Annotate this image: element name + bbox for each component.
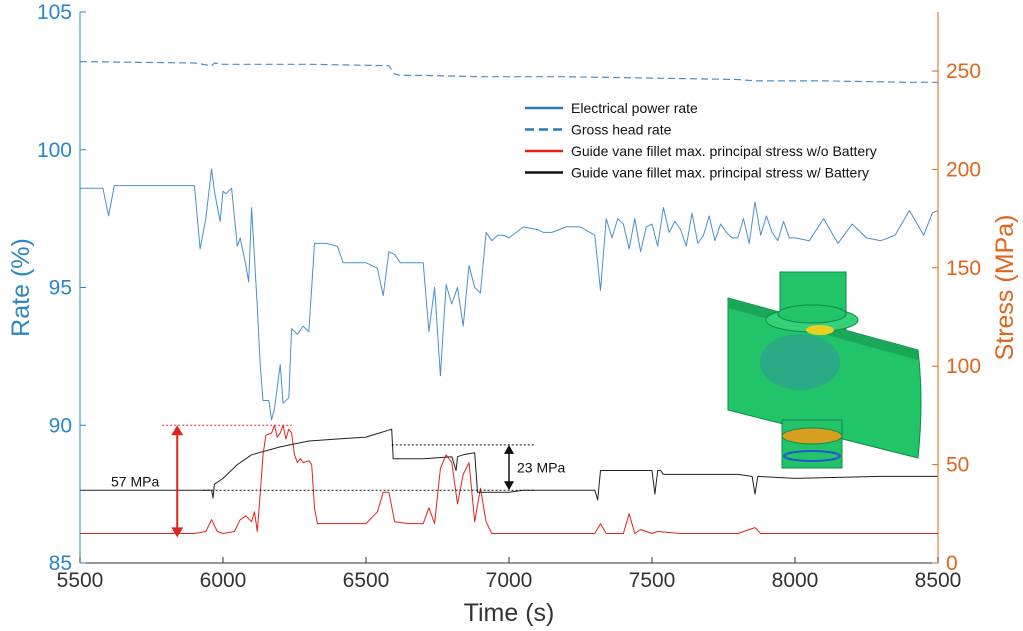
legend-label-1: Electrical power rate	[571, 100, 698, 116]
series-stress-without-battery	[80, 424, 938, 534]
inset-lower-fillet	[781, 427, 843, 445]
guide-vane-inset-image	[727, 271, 922, 469]
legend-label-3: Guide vane fillet max. principal stress …	[571, 143, 877, 159]
annotation-57-mpa-label: 57 MPa	[111, 473, 159, 489]
x-tick-label: 8000	[772, 569, 819, 592]
right-y-axis-title: Stress (MPa)	[991, 215, 1019, 361]
x-tick-label: 6000	[200, 569, 247, 592]
left-y-tick-label: 95	[49, 277, 72, 300]
right-y-tick-label: 0	[946, 552, 958, 575]
series-electrical-power-rate	[80, 168, 939, 421]
left-y-axis-title: Rate (%)	[7, 238, 35, 337]
legend-label-4: Guide vane fillet max. principal stress …	[571, 165, 869, 181]
x-tick-label: 7500	[629, 569, 676, 592]
left-y-tick-label: 100	[37, 139, 72, 162]
right-y-tick-label: 100	[946, 355, 981, 378]
chart-series	[79, 61, 939, 534]
inset-lower-ring	[783, 450, 841, 462]
series-gross-head-rate	[79, 61, 938, 83]
chart-annotations: 57 MPa 23 MPa	[111, 424, 565, 538]
legend-label-2: Gross head rate	[571, 122, 672, 138]
x-tick-label: 8500	[915, 569, 962, 592]
annotation-red-arrow-head-bottom	[171, 527, 184, 538]
chart-axes: 5500 6000 6500 7000 7500 8000 8500 85 90 95 100 105…	[37, 1, 981, 592]
left-y-tick-label: 90	[49, 414, 72, 437]
x-tick-label: 7000	[486, 569, 533, 592]
inset-fillet-ring-inner	[777, 304, 847, 324]
right-y-tick-label: 250	[946, 60, 981, 83]
x-axis-title: Time (s)	[464, 599, 555, 627]
x-tick-label: 6500	[343, 569, 390, 592]
left-y-tick-label: 105	[37, 1, 72, 24]
right-y-tick-label: 200	[946, 158, 981, 181]
series-stress-with-battery	[80, 428, 938, 501]
left-y-tick-label: 85	[49, 552, 72, 575]
inset-high-stress-spot	[806, 325, 834, 335]
annotation-black-arrow-head-top	[504, 444, 514, 454]
right-y-tick-label: 150	[946, 257, 981, 280]
chart-legend: Electrical power rate Gross head rate Guid…	[525, 100, 877, 181]
x-tick-label: 5500	[57, 569, 104, 592]
right-y-tick-label: 50	[946, 454, 969, 477]
annotation-red-arrow-head-top	[171, 425, 184, 436]
annotation-black-arrow-head-bottom	[504, 481, 514, 491]
inset-low-stress-zone	[760, 334, 840, 390]
annotation-23-mpa-label: 23 MPa	[517, 460, 565, 476]
